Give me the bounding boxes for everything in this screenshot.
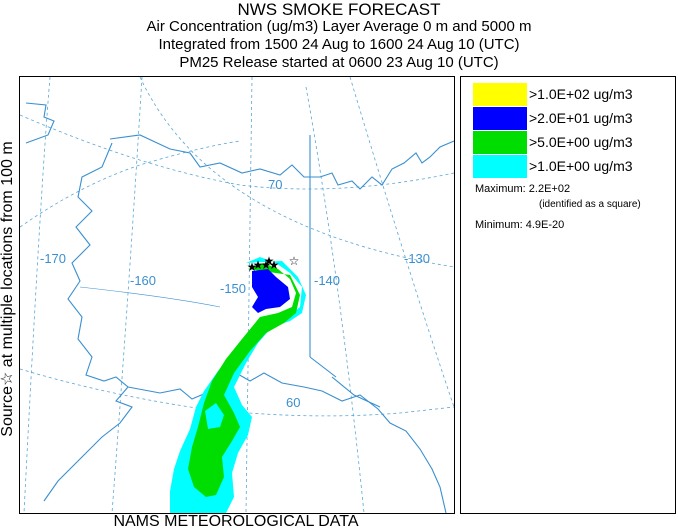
plume-hole	[205, 403, 224, 429]
data-source-footer: NAMS METEOROLOGICAL DATA	[113, 513, 359, 530]
lat-line-75	[20, 140, 241, 228]
grid-labels: 70 60 -170 -160 -150 -140 -130	[40, 177, 430, 410]
lat-line-70	[20, 114, 454, 190]
source-side-label-text: Source☆ at multiple locations from 100 m	[0, 141, 16, 437]
lon-label: -160	[130, 273, 156, 288]
legend-swatch-cyan	[473, 155, 527, 178]
lon-line-170	[23, 77, 51, 513]
legend-item: >1.0E+00 ug/m3	[473, 155, 673, 178]
plume-green	[188, 263, 300, 497]
legend-label: >1.0E+02 ug/m3	[529, 86, 633, 102]
lat-line-60	[20, 368, 454, 417]
lat-label: 70	[268, 177, 282, 192]
forecast-title: NWS SMOKE FORECAST	[237, 0, 441, 19]
legend-panel: >1.0E+02 ug/m3 >2.0E+01 ug/m3 >5.0E+00 u…	[460, 76, 676, 514]
legend-swatch-yellow	[473, 83, 527, 106]
integration-period: Integrated from 1500 24 Aug to 1600 24 A…	[158, 36, 520, 53]
source-side-label: Source☆ at multiple locations from 100 m	[0, 72, 20, 512]
lat-label: 60	[286, 395, 300, 410]
lon-line-160	[111, 77, 143, 513]
source-star-icon: ★	[247, 260, 258, 274]
lon-line-north	[139, 77, 454, 268]
legend-item: >1.0E+02 ug/m3	[473, 83, 673, 106]
lon-label: -130	[404, 251, 430, 266]
source-star-icon: ★	[261, 258, 272, 272]
maximum-note: (identified as a square)	[539, 199, 641, 210]
coast-siberia	[25, 102, 55, 144]
river-yukon	[79, 286, 221, 308]
coast-gulf-of-alaska	[127, 372, 447, 513]
maximum-value: Maximum: 2.2E+02	[475, 183, 571, 195]
source-star-icon: ★	[253, 258, 264, 272]
coastline	[25, 102, 454, 513]
legend-item: >5.0E+00 ug/m3	[473, 131, 673, 154]
smoke-plume	[170, 257, 306, 513]
layer-description: Air Concentration (ug/m3) Layer Average …	[146, 18, 532, 35]
lon-line-140	[305, 86, 365, 513]
legend-swatch-blue	[473, 107, 527, 130]
legend-label: >5.0E+00 ug/m3	[529, 134, 633, 150]
smoke-map[interactable]: ★ ★ ★ ★ ★ ☆ 70 60 -170 -160 -150 -140 -1…	[19, 76, 455, 514]
minimum-value: Minimum: 4.9E-20	[475, 219, 565, 231]
source-star-open-icon: ☆	[289, 254, 300, 268]
release-info: PM25 Release started at 0600 23 Aug 10 (…	[179, 54, 499, 71]
lon-label: -140	[314, 273, 340, 288]
legend-label: >1.0E+00 ug/m3	[529, 158, 633, 174]
legend-swatch-green	[473, 131, 527, 154]
map-canvas: ★ ★ ★ ★ ★ ☆ 70 60 -170 -160 -150 -140 -1…	[20, 77, 454, 513]
border-line-se	[309, 356, 337, 378]
lon-label: -170	[40, 251, 66, 266]
plume-blue	[252, 269, 290, 313]
source-star-icon: ★	[264, 254, 275, 268]
coast-arctic	[109, 134, 454, 190]
legend-item: >2.0E+01 ug/m3	[473, 107, 673, 130]
border-pan	[331, 376, 381, 408]
lon-line-130	[349, 77, 454, 408]
legend-label: >2.0E+01 ug/m3	[529, 110, 633, 126]
lon-label: -150	[220, 281, 246, 296]
lon-line-150	[245, 77, 253, 513]
source-star-icon: ★	[269, 258, 280, 272]
source-markers: ★ ★ ★ ★ ★ ☆	[247, 254, 300, 274]
coast-west-alaska	[43, 142, 133, 502]
